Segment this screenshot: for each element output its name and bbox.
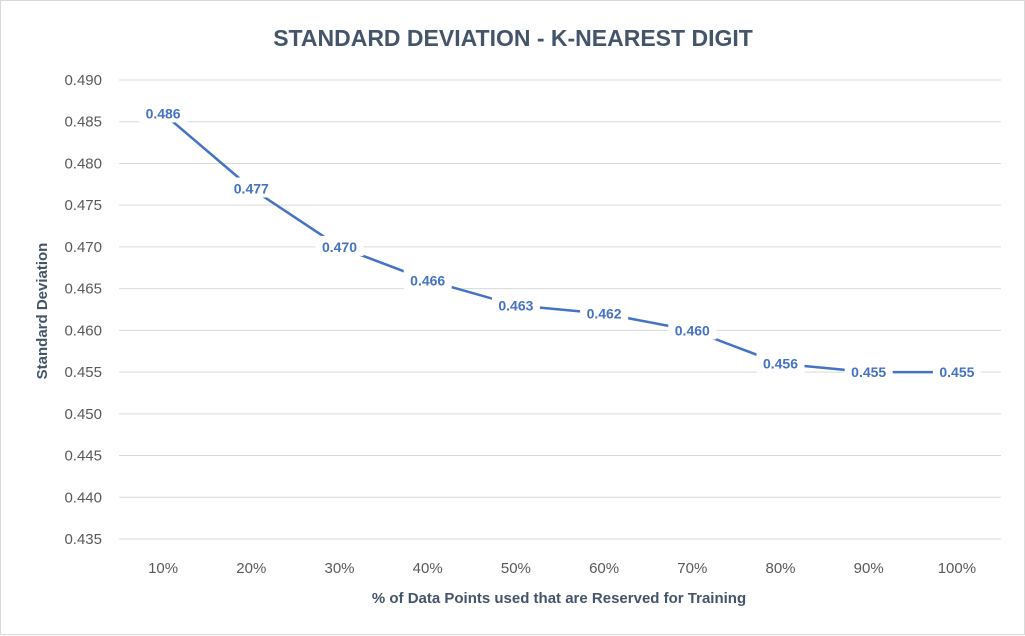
y-axis-title: Standard Deviation (34, 243, 51, 380)
data-label-bg (756, 352, 805, 373)
x-tick-label: 70% (677, 560, 707, 577)
y-tick-label: 0.455 (64, 364, 102, 381)
x-axis-ticks: 10% 20% 30% 40% 50% 60% 70% 80% 90% 100% (148, 560, 976, 577)
x-tick-label: 90% (854, 560, 884, 577)
y-tick-label: 0.450 (64, 406, 102, 423)
data-label: 0.455 (851, 364, 886, 380)
y-tick-label: 0.440 (64, 489, 102, 506)
x-tick-label: 80% (765, 560, 795, 577)
data-label-bg (932, 361, 981, 382)
data-label-bg (403, 269, 452, 290)
data-label: 0.463 (498, 297, 533, 313)
y-tick-label: 0.465 (64, 281, 102, 298)
y-tick-label: 0.460 (64, 322, 102, 339)
data-label: 0.470 (322, 239, 357, 255)
data-label: 0.455 (939, 364, 974, 380)
x-tick-label: 100% (938, 560, 976, 577)
data-label: 0.477 (234, 180, 269, 196)
series-line (162, 112, 957, 374)
data-label: 0.460 (675, 322, 710, 338)
data-label-bg (580, 302, 629, 323)
data-label-bg (139, 102, 188, 123)
y-tick-label: 0.475 (64, 197, 102, 214)
y-tick-label: 0.435 (64, 531, 102, 548)
y-tick-label: 0.470 (64, 239, 102, 256)
chart-title: STANDARD DEVIATION - K-NEAREST DIGIT (273, 25, 753, 51)
x-axis-title: % of Data Points used that are Reserved … (372, 590, 746, 607)
series-group (162, 112, 958, 374)
x-tick-label: 60% (589, 560, 619, 577)
x-tick-label: 20% (236, 560, 266, 577)
data-label: 0.462 (587, 306, 622, 322)
data-label-bg (315, 235, 364, 256)
x-tick-label: 50% (501, 560, 531, 577)
y-tick-label: 0.490 (64, 72, 102, 89)
data-label: 0.466 (410, 272, 445, 288)
x-tick-label: 30% (324, 560, 354, 577)
data-labels: 0.486 0.477 0.470 0.466 0.463 0.462 0.460 0.456… (139, 102, 981, 382)
gridlines (119, 79, 1001, 540)
y-tick-label: 0.485 (64, 114, 102, 131)
data-label-bg (227, 177, 276, 198)
x-tick-label: 40% (413, 560, 443, 577)
data-label: 0.456 (763, 356, 798, 372)
data-label-bg (491, 294, 540, 315)
data-label-bg (668, 319, 717, 340)
y-tick-label: 0.480 (64, 155, 102, 172)
data-label-bg (844, 361, 893, 382)
data-label: 0.486 (146, 105, 181, 121)
y-axis-ticks: 0.435 0.440 0.445 0.450 0.455 0.460 0.465 0.470… (64, 72, 102, 548)
y-tick-label: 0.445 (64, 448, 102, 465)
x-tick-label: 10% (148, 560, 178, 577)
